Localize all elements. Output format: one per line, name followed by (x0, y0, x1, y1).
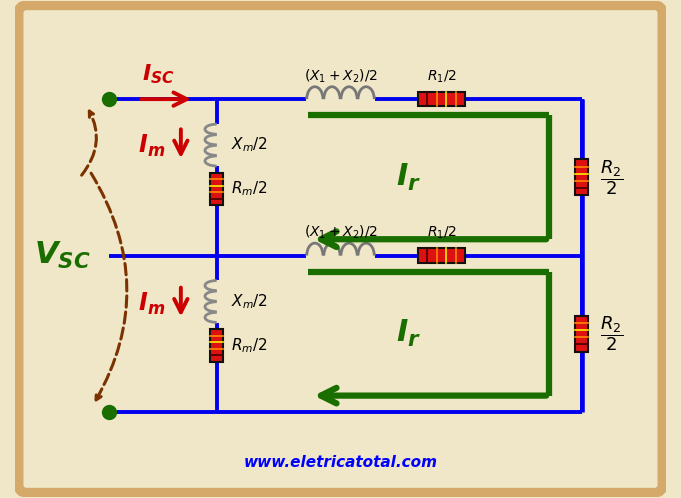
Text: $R_m/2$: $R_m/2$ (231, 180, 267, 198)
Text: $\dfrac{R_2}{2}$: $\dfrac{R_2}{2}$ (600, 158, 623, 197)
Text: $X_m/2$: $X_m/2$ (231, 136, 268, 154)
Text: $\bfit{I}_r$: $\bfit{I}_r$ (396, 318, 422, 349)
Text: $R_1/2$: $R_1/2$ (426, 68, 456, 85)
Text: $R_m/2$: $R_m/2$ (231, 336, 267, 355)
Text: $\bfit{V}_{SC}$: $\bfit{V}_{SC}$ (34, 240, 91, 271)
Bar (418, 249, 465, 262)
Text: $\bfit{I}_m$: $\bfit{I}_m$ (138, 291, 165, 318)
Text: $\bfit{I}_r$: $\bfit{I}_r$ (396, 162, 422, 193)
Text: www.eletricatotal.com: www.eletricatotal.com (244, 455, 437, 470)
Bar (575, 316, 588, 352)
Text: $\bfit{I}_m$: $\bfit{I}_m$ (138, 133, 165, 159)
Bar (210, 173, 223, 205)
Text: $\bfit{I}_{SC}$: $\bfit{I}_{SC}$ (142, 62, 175, 86)
FancyBboxPatch shape (18, 5, 663, 493)
Text: $R_1/2$: $R_1/2$ (426, 225, 456, 241)
Text: $X_m/2$: $X_m/2$ (231, 292, 268, 311)
Text: $(X_1+X_2)/2$: $(X_1+X_2)/2$ (304, 67, 377, 85)
Text: $(X_1+X_2)/2$: $(X_1+X_2)/2$ (304, 224, 377, 241)
Bar (210, 329, 223, 362)
Text: $\dfrac{R_2}{2}$: $\dfrac{R_2}{2}$ (600, 314, 623, 353)
Bar (575, 159, 588, 195)
Bar (418, 92, 465, 106)
